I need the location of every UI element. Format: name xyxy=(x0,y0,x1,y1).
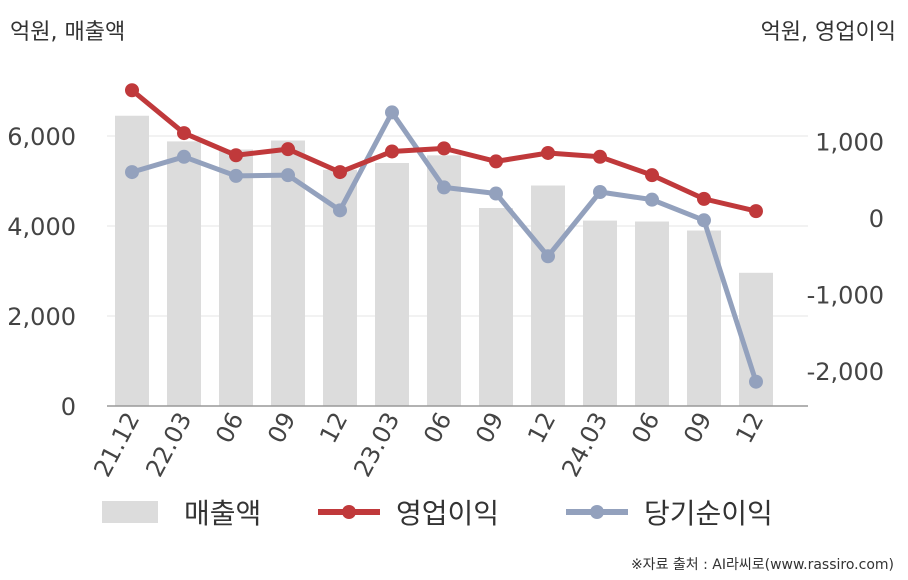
bar-revenue xyxy=(635,221,669,406)
legend-line-swatch-blue xyxy=(566,505,628,519)
operating-profit-point xyxy=(229,148,243,163)
net-income-point xyxy=(697,213,711,228)
bar-revenue xyxy=(375,163,409,406)
x-axis-tick-label: 24.03 xyxy=(556,408,613,480)
bar-revenue xyxy=(115,115,149,406)
operating-profit-point xyxy=(645,168,659,183)
left-axis-tick-label: 6,000 xyxy=(7,123,76,151)
bar-revenue xyxy=(219,149,253,406)
legend-label-operating-profit: 영업이익 xyxy=(396,497,500,530)
legend-item-operating-profit: 영업이익 xyxy=(318,492,499,532)
legend-item-net-income: 당기순이익 xyxy=(566,492,773,532)
right-axis-tick-label: -1,000 xyxy=(807,282,884,310)
net-income-point xyxy=(333,203,347,218)
x-axis-tick-label: 09 xyxy=(262,408,301,448)
bar-revenue xyxy=(583,220,617,406)
legend-label-net-income: 당기순이익 xyxy=(644,497,773,530)
x-axis-tick-label: 12 xyxy=(730,408,769,448)
net-income-point xyxy=(385,105,399,120)
operating-profit-point xyxy=(385,144,399,159)
left-axis-tick-label: 2,000 xyxy=(7,303,76,331)
x-axis-tick-label: 09 xyxy=(470,408,509,448)
net-income-point xyxy=(125,165,139,180)
x-axis-tick-label: 22.03 xyxy=(140,408,197,480)
operating-profit-point xyxy=(177,126,191,141)
operating-profit-point xyxy=(333,165,347,180)
net-income-point xyxy=(593,184,607,199)
x-axis-tick-label: 12 xyxy=(314,408,353,448)
net-income-point xyxy=(645,192,659,207)
legend-item-revenue: 매출액 xyxy=(102,492,261,532)
bar-revenue xyxy=(479,208,513,406)
x-axis-tick-label: 06 xyxy=(626,408,665,448)
left-axis-tick-label: 4,000 xyxy=(7,213,76,241)
x-axis-tick-label: 21.12 xyxy=(88,408,145,480)
right-axis-unit-label: 억원, 영업이익 xyxy=(760,20,896,45)
operating-profit-point xyxy=(437,141,451,156)
legend-label-revenue: 매출액 xyxy=(184,497,262,530)
right-axis-tick-label: -2,000 xyxy=(807,358,884,386)
net-income-point xyxy=(281,168,295,183)
legend-bar-swatch xyxy=(102,501,158,523)
operating-profit-point xyxy=(489,154,503,169)
bar-revenue xyxy=(167,141,201,406)
combo-chart: 02,0004,0006,000-2,000-1,00001,00021.122… xyxy=(7,83,884,480)
left-axis-tick-label: 0 xyxy=(61,393,76,421)
bar-revenue xyxy=(531,185,565,406)
operating-profit-point xyxy=(281,142,295,157)
operating-profit-point xyxy=(749,204,763,219)
net-income-point xyxy=(749,374,763,389)
net-income-point xyxy=(229,168,243,183)
right-axis-tick-label: 0 xyxy=(869,205,884,233)
net-income-point xyxy=(489,186,503,201)
source-credit: ※자료 출처 : AI라씨로(www.rassiro.com) xyxy=(630,557,894,573)
net-income-point xyxy=(541,249,555,264)
operating-profit-point xyxy=(541,145,555,160)
right-axis-tick-label: 1,000 xyxy=(815,129,884,157)
left-axis-unit-label: 억원, 매출액 xyxy=(10,20,126,45)
bar-revenue xyxy=(427,155,461,406)
x-axis-tick-label: 12 xyxy=(522,408,561,448)
x-axis-tick-label: 23.03 xyxy=(348,408,405,480)
x-axis-tick-label: 06 xyxy=(418,408,457,448)
legend-line-swatch-red xyxy=(318,505,380,519)
operating-profit-point xyxy=(125,83,139,98)
x-axis-tick-label: 06 xyxy=(210,408,249,448)
net-income-point xyxy=(437,180,451,195)
operating-profit-point xyxy=(593,149,607,164)
net-income-point xyxy=(177,149,191,164)
x-axis-tick-label: 09 xyxy=(678,408,717,448)
operating-profit-point xyxy=(697,191,711,206)
